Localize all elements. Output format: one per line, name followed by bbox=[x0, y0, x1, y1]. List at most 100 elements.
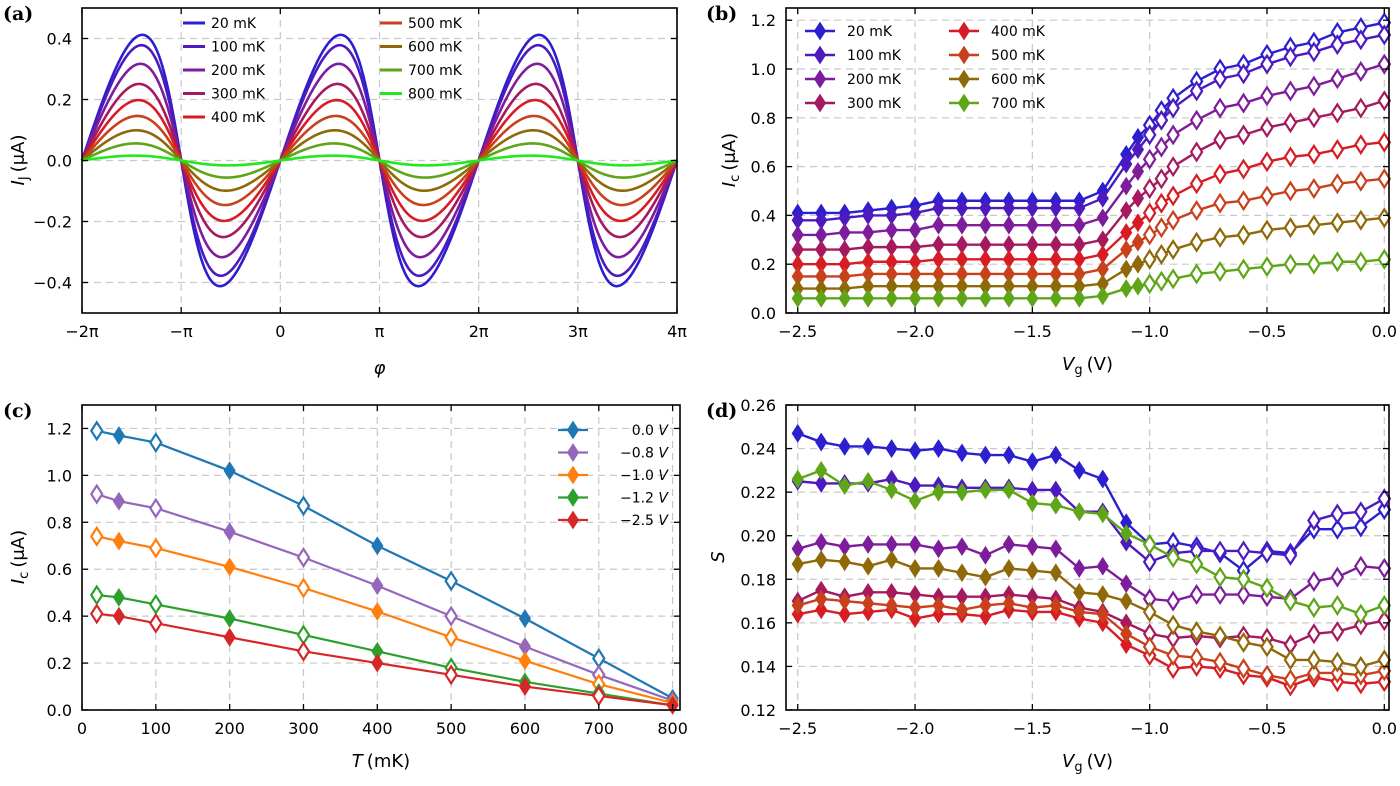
data-point bbox=[296, 495, 311, 517]
y-axis-label-main: I bbox=[8, 579, 29, 584]
data-point bbox=[1307, 662, 1321, 684]
x-tick-label: −2π bbox=[65, 322, 99, 341]
y-axis-label: Ic (μA) bbox=[719, 133, 743, 187]
data-point bbox=[1154, 136, 1169, 158]
series-line-500-mK bbox=[797, 177, 1385, 278]
plot-frame bbox=[785, 404, 1390, 711]
data-point bbox=[1142, 178, 1157, 200]
data-point bbox=[112, 426, 126, 445]
data-point bbox=[1142, 224, 1157, 246]
data-point bbox=[1213, 192, 1227, 214]
data-point bbox=[815, 589, 828, 609]
data-point bbox=[1213, 163, 1227, 185]
data-point bbox=[1377, 610, 1392, 632]
data-point bbox=[371, 602, 384, 621]
data-point bbox=[1189, 584, 1204, 606]
data-point bbox=[932, 596, 945, 615]
data-point bbox=[838, 476, 851, 496]
data-point bbox=[89, 483, 104, 505]
x-tick-label: −1.0 bbox=[1130, 719, 1169, 738]
data-point bbox=[1236, 63, 1251, 85]
x-tick-label: 4π bbox=[667, 322, 687, 341]
y-tick-label: 0.8 bbox=[47, 513, 72, 532]
data-point bbox=[1213, 651, 1227, 673]
series-line-300-mK bbox=[797, 99, 1385, 251]
data-point bbox=[296, 577, 311, 599]
data-point bbox=[223, 557, 236, 577]
data-point bbox=[932, 482, 945, 502]
y-tick-label: −0.2 bbox=[33, 213, 72, 232]
data-point bbox=[1354, 134, 1368, 156]
data-point bbox=[1354, 603, 1368, 625]
series-line-400-mK bbox=[797, 141, 1385, 266]
data-point bbox=[1096, 585, 1109, 604]
data-point bbox=[1002, 535, 1015, 554]
data-point bbox=[1096, 208, 1109, 228]
y-tick-label: 1.2 bbox=[751, 11, 776, 30]
panel-a: −2π −π 0 π 2π 3π 4π −0.4 −0.2 0.0 0.2 0.4 20 mK 100 m… bbox=[3, 3, 687, 379]
x-tick-label: 2π bbox=[469, 322, 489, 341]
legend-label: 200 mK bbox=[847, 72, 902, 88]
data-point bbox=[1283, 180, 1298, 202]
data-point bbox=[1166, 209, 1180, 231]
data-point bbox=[1213, 68, 1227, 90]
data-point bbox=[1213, 566, 1227, 588]
data-point bbox=[1236, 568, 1251, 590]
y-tick-label: 0.2 bbox=[751, 255, 776, 274]
data-point bbox=[1377, 131, 1392, 153]
data-point bbox=[791, 469, 804, 489]
y-tick-label: 0.2 bbox=[47, 91, 72, 110]
x-axis-label-unit: (V) bbox=[1087, 751, 1113, 772]
data-point bbox=[1166, 268, 1180, 290]
data-point bbox=[1307, 623, 1321, 645]
data-point bbox=[1131, 162, 1145, 181]
data-point bbox=[1142, 533, 1157, 555]
data-point bbox=[1354, 555, 1368, 577]
x-tick-label: −1.5 bbox=[1013, 322, 1052, 341]
data-point bbox=[908, 491, 922, 511]
x-tick-label: π bbox=[375, 322, 385, 341]
data-point bbox=[1213, 540, 1227, 562]
data-point bbox=[1307, 597, 1321, 619]
data-point bbox=[955, 537, 969, 557]
data-point bbox=[1260, 117, 1274, 139]
y-tick-label: 1.2 bbox=[47, 419, 72, 438]
data-point bbox=[1354, 501, 1368, 523]
panel-label: (a) bbox=[3, 3, 33, 25]
legend-label: 700 mK bbox=[991, 96, 1046, 112]
data-point bbox=[1236, 224, 1251, 246]
data-point bbox=[1354, 655, 1368, 677]
y-tick-label: 0.6 bbox=[751, 158, 776, 177]
data-point bbox=[444, 605, 458, 627]
x-axis-label-sub: g bbox=[1074, 363, 1082, 378]
y-axis-label-unit: (μA) bbox=[719, 133, 740, 171]
legend-marker bbox=[957, 45, 971, 65]
data-point bbox=[1142, 601, 1157, 623]
legend-label: 800 mK bbox=[408, 87, 463, 103]
x-axis-label-main: T bbox=[352, 751, 365, 772]
data-point bbox=[1131, 140, 1145, 159]
data-point bbox=[1236, 584, 1251, 606]
data-point bbox=[1120, 259, 1133, 279]
data-point bbox=[1354, 209, 1368, 231]
data-point bbox=[1236, 92, 1251, 114]
data-point bbox=[1354, 614, 1368, 636]
data-point bbox=[1213, 226, 1227, 248]
data-point bbox=[296, 640, 311, 662]
data-point bbox=[862, 556, 875, 576]
legend-marker bbox=[566, 488, 580, 507]
legend-label: 100 mK bbox=[847, 48, 902, 64]
data-point bbox=[979, 215, 992, 235]
data-point bbox=[1166, 590, 1180, 612]
data-point bbox=[1096, 604, 1109, 624]
data-point bbox=[1049, 563, 1062, 583]
data-point bbox=[89, 525, 104, 547]
legend-label: 200 mK bbox=[211, 63, 266, 79]
y-tick-label: 0.20 bbox=[740, 527, 776, 546]
data-point bbox=[1096, 286, 1109, 306]
data-point bbox=[149, 537, 163, 559]
x-tick-label: 300 bbox=[288, 719, 319, 738]
data-point bbox=[1330, 621, 1345, 643]
series-line-700-mK bbox=[797, 258, 1385, 300]
data-point bbox=[1154, 243, 1169, 265]
